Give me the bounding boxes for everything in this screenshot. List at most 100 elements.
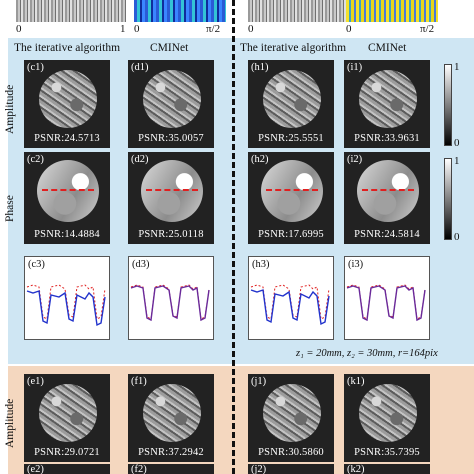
profile-plot <box>346 284 426 322</box>
panel-d3: (d3) <box>128 256 214 340</box>
profile-plot <box>250 284 330 326</box>
phase-image <box>141 160 203 222</box>
panel-i2: (i2) PSNR:24.5814 <box>344 152 430 244</box>
amplitude-image <box>263 70 321 128</box>
panel-e2: (e2) <box>24 464 110 474</box>
psnr-value: PSNR:37.2942 <box>138 447 204 458</box>
panel-label: (i3) <box>348 259 364 270</box>
psnr-value: PSNR:30.5860 <box>258 447 324 458</box>
amplitude-image <box>263 384 321 442</box>
row-label-amplitude-bottom: Amplitude <box>4 398 16 448</box>
iterative-profile <box>250 289 330 326</box>
tick-gray-right-0: 0 <box>248 23 254 35</box>
header-cminet-left: CMINet <box>150 42 189 54</box>
phase-scalebar <box>444 158 452 240</box>
panel-j2: (j2) <box>248 464 334 474</box>
panel-f1: (f1) PSNR:37.2942 <box>128 374 214 462</box>
cminet-profile <box>346 285 426 322</box>
panel-c2: (c2) PSNR:14.4884 <box>24 152 110 244</box>
panel-e1: (e1) PSNR:29.0721 <box>24 374 110 462</box>
panel-label: (d2) <box>131 154 149 165</box>
header-iterative-left: The iterative algorithm <box>14 42 121 54</box>
row-label-amplitude: Amplitude <box>4 84 16 134</box>
panel-label: (i1) <box>347 62 363 73</box>
amplitude-scalebar <box>444 64 452 146</box>
panel-label: (j2) <box>251 464 267 474</box>
panel-d1: (d1) PSNR:35.0057 <box>128 60 214 148</box>
amplitude-image <box>143 70 201 128</box>
amplitude-image <box>39 70 97 128</box>
phase-colorbar-left <box>134 0 226 22</box>
cminet-profile <box>130 285 210 322</box>
panel-label: (h2) <box>251 154 269 165</box>
panel-h3: (h3) <box>248 256 334 340</box>
panel-h1: (h1) PSNR:25.5551 <box>248 60 334 148</box>
panel-c1: (c1) PSNR:24.5713 <box>24 60 110 148</box>
panel-d2: (d2) PSNR:25.0118 <box>128 152 214 244</box>
panel-label: (c2) <box>27 154 44 165</box>
psnr-value: PSNR:25.0118 <box>138 229 204 240</box>
profile-line <box>146 189 198 191</box>
phase-scale-bottom: 0 <box>454 231 460 243</box>
profile-plot <box>130 284 210 322</box>
amplitude-image <box>359 70 417 128</box>
phase-image <box>261 160 323 222</box>
psnr-value: PSNR:17.6995 <box>258 229 324 240</box>
gray-colorbar-right <box>248 0 346 22</box>
profile-line <box>362 189 414 191</box>
phase-colorbar-right <box>346 0 438 22</box>
panel-i1: (i1) PSNR:33.9631 <box>344 60 430 148</box>
panel-label: (d3) <box>132 259 150 270</box>
panel-label: (f2) <box>131 464 147 474</box>
panel-i3: (i3) <box>344 256 430 340</box>
profile-line <box>42 189 94 191</box>
panel-label: (k1) <box>347 376 365 387</box>
header-iterative-right: The iterative algorithm <box>240 42 347 54</box>
panel-label: (j1) <box>251 376 267 387</box>
parameters-text: z₁ = 20mm, z₂ = 30mm, r=164pix <box>296 348 438 359</box>
psnr-value: PSNR:35.7395 <box>354 447 420 458</box>
panel-c3: (c3) <box>24 256 110 340</box>
amplitude-scale-bottom: 0 <box>454 137 460 149</box>
phase-image <box>357 160 419 222</box>
gray-colorbar-left <box>16 0 126 22</box>
profile-plot <box>26 284 106 327</box>
amplitude-scale-top: 1 <box>454 61 460 73</box>
phase-image <box>37 160 99 222</box>
panel-label: (h3) <box>252 259 270 270</box>
panel-k2: (k2) <box>344 464 430 474</box>
amplitude-image <box>39 384 97 442</box>
psnr-value: PSNR:24.5713 <box>34 133 100 144</box>
psnr-value: PSNR:29.0721 <box>34 447 100 458</box>
panel-label: (e2) <box>27 464 44 474</box>
psnr-value: PSNR:25.5551 <box>258 133 324 144</box>
panel-label: (d1) <box>131 62 149 73</box>
tick-phase-right-max: π/2 <box>420 23 435 35</box>
phase-scale-top: 1 <box>454 155 460 167</box>
tick-phase-left-0: 0 <box>134 23 140 35</box>
panel-label: (c1) <box>27 62 44 73</box>
panel-k1: (k1) PSNR:35.7395 <box>344 374 430 462</box>
psnr-value: PSNR:14.4884 <box>34 229 100 240</box>
panel-label: (e1) <box>27 376 44 387</box>
iterative-profile <box>26 290 106 327</box>
panel-j1: (j1) PSNR:30.5860 <box>248 374 334 462</box>
panel-f2: (f2) <box>128 464 214 474</box>
panel-divider <box>232 0 235 474</box>
panel-label: (h1) <box>251 62 269 73</box>
profile-line <box>266 189 318 191</box>
panel-label: (k2) <box>347 464 365 474</box>
row-label-phase: Phase <box>4 195 16 222</box>
tick-gray-left-0: 0 <box>16 23 22 35</box>
tick-phase-right-0: 0 <box>346 23 352 35</box>
tick-gray-left-1: 1 <box>120 23 126 35</box>
panel-label: (f1) <box>131 376 147 387</box>
psnr-value: PSNR:35.0057 <box>138 133 204 144</box>
header-cminet-right: CMINet <box>368 42 407 54</box>
amplitude-image <box>143 384 201 442</box>
psnr-value: PSNR:24.5814 <box>354 229 420 240</box>
panel-h2: (h2) PSNR:17.6995 <box>248 152 334 244</box>
panel-label: (i2) <box>347 154 363 165</box>
amplitude-image <box>359 384 417 442</box>
panel-label: (c3) <box>28 259 45 270</box>
